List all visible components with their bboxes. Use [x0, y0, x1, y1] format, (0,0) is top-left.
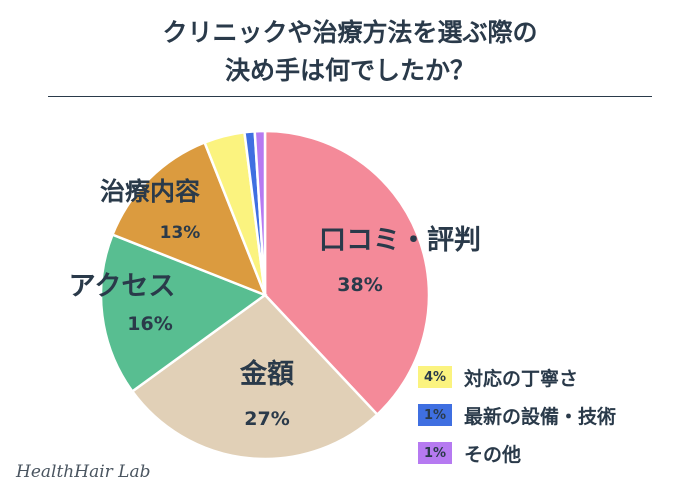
legend-label-equipment: 最新の設備・技術 [464, 405, 617, 428]
title-divider [48, 96, 652, 97]
slice-label-access: アクセス [69, 271, 176, 302]
pie-slice-reviews [263, 129, 431, 417]
slice-value-price: 27% [244, 408, 289, 430]
legend: 4% 対応の丁寧さ 1% 最新の設備・技術 1% その他 [418, 358, 616, 472]
legend-swatch-courtesy: 4% [418, 366, 452, 388]
pie-slice-access [99, 233, 268, 394]
pie-slice-price [130, 293, 380, 461]
chart-title: クリニックや治療方法を選ぶ際の 決め手は何でしたか？ [0, 14, 700, 90]
legend-label-courtesy: 対応の丁寧さ [464, 367, 579, 390]
chart-title-line-1: クリニックや治療方法を選ぶ際の [162, 18, 538, 47]
legend-value-equipment: 1% [423, 407, 447, 423]
chart-title-line-2: 決め手は何でしたか？ [224, 56, 475, 85]
slice-label-price: 金額 [239, 358, 294, 390]
legend-value-courtesy: 4% [423, 369, 447, 385]
slice-label-treatment: 治療内容 [100, 177, 200, 206]
legend-swatch-equipment: 1% [418, 404, 452, 426]
legend-item-courtesy: 4% 対応の丁寧さ [418, 358, 616, 396]
slice-label-reviews: 口コミ・評判 [319, 224, 481, 256]
slice-value-reviews: 38% [337, 274, 382, 296]
slice-value-access: 16% [127, 313, 172, 335]
legend-swatch-other: 1% [418, 442, 452, 464]
slice-value-treatment: 13% [160, 223, 201, 243]
legend-item-equipment: 1% 最新の設備・技術 [418, 396, 616, 434]
brand-logo: HealthHair Lab [16, 462, 151, 482]
pie-slice-treatment [110, 140, 268, 298]
pie-slice-other [253, 129, 267, 296]
legend-label-other: その他 [464, 443, 522, 466]
legend-item-other: 1% その他 [418, 434, 616, 472]
legend-value-other: 1% [423, 445, 447, 461]
